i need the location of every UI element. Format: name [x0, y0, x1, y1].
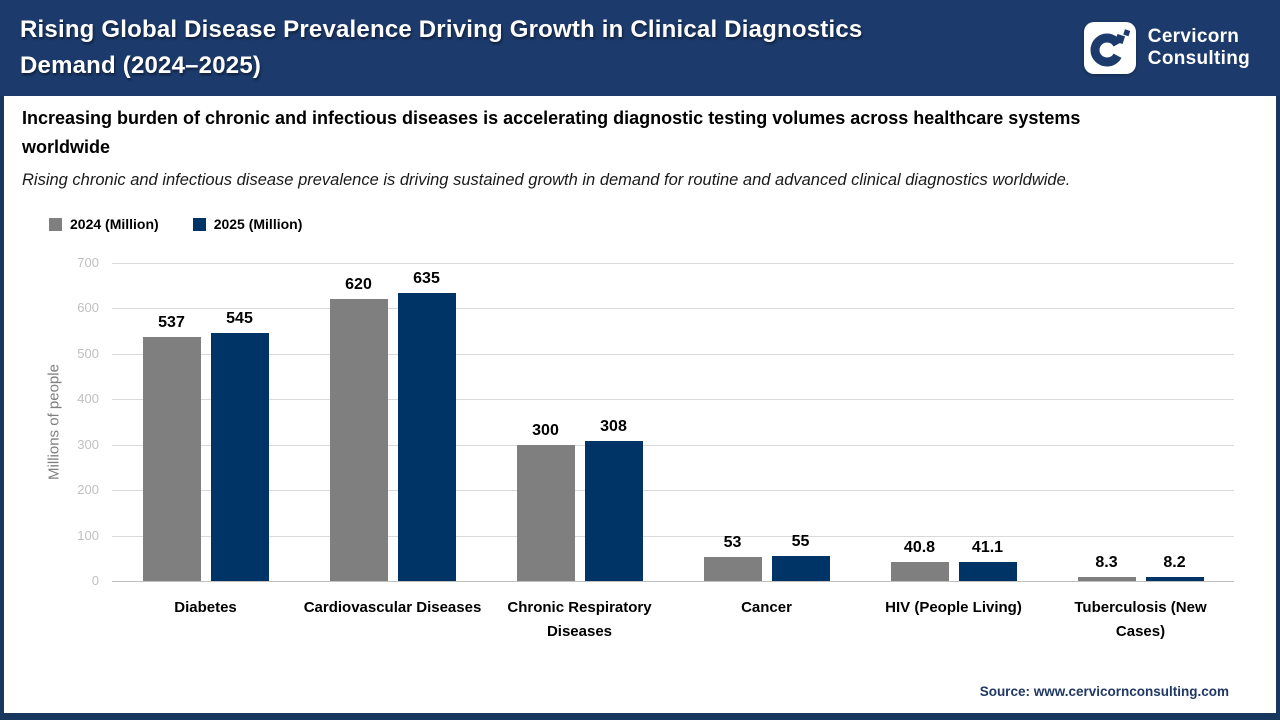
legend-label: 2024 (Million) [70, 216, 159, 232]
category-label-diabetes: Diabetes [174, 599, 237, 616]
bar-group-cardiovascular-diseases: 620 635 [299, 263, 486, 581]
y-tick-label-700: 700 [77, 255, 99, 270]
company-name: Cervicorn Consulting [1148, 26, 1250, 70]
bar-value-label: 40.8 [903, 539, 936, 557]
bar-value-label: 620 [345, 276, 372, 294]
category-label-hiv-people-living: HIV (People Living) [885, 599, 1022, 616]
bar-value-label: 8.3 [1095, 554, 1118, 572]
company-logo: Cervicorn Consulting [1083, 22, 1250, 74]
bar-group-chronic-respiratory-diseases: 300 308 [486, 263, 673, 581]
headline-line1: Increasing burden of chronic and infecti… [22, 108, 1081, 128]
company-name-line1: Cervicorn [1147, 26, 1240, 47]
gridline-200 [112, 490, 1234, 492]
bar-2024-chronic-respiratory-diseases: 300 [516, 422, 575, 581]
bar-2024-hiv-people-living: 40.8 [890, 539, 949, 581]
bar-2024-tuberculosis-new-cases: 8.3 [1077, 554, 1136, 581]
category-label-cancer: Cancer [741, 599, 792, 616]
tagline: Rising chronic and infectious disease pr… [22, 171, 1071, 189]
headline-line2: worldwide [22, 137, 111, 157]
y-tick-label-300: 300 [77, 436, 99, 452]
bar-2025-cancer: 55 [771, 533, 830, 581]
y-tick-label-600: 600 [77, 300, 99, 316]
bar-value-label: 300 [532, 421, 559, 439]
page-title-line1: Rising Global Disease Prevalence Driving… [20, 16, 863, 43]
category-label-chronic-respiratory-diseases: Chronic Respiratory Diseases [507, 599, 652, 640]
source-attribution: Source: www.cervicornconsulting.com [979, 684, 1229, 699]
category-label-tuberculosis-new-cases: Tuberculosis (New Cases) [1074, 599, 1207, 640]
bar-2025-chronic-respiratory-diseases: 308 [584, 418, 643, 581]
gridline-400 [112, 399, 1234, 401]
bar-value-label: 537 [158, 314, 185, 332]
gridline-700 [112, 263, 1234, 264]
y-tick-label-500: 500 [77, 345, 99, 361]
y-axis-title: Millions of people [45, 364, 63, 480]
legend-label: 2025 (Million) [213, 216, 303, 232]
page-title: Rising Global Disease Prevalence Driving… [20, 12, 862, 84]
bar-2024-cardiovascular-diseases: 620 [329, 276, 388, 581]
gridline-600 [112, 308, 1234, 310]
y-tick-label-100: 100 [77, 527, 99, 543]
bar-2025-hiv-people-living: 41.1 [958, 539, 1017, 581]
gridline-300 [112, 444, 1234, 446]
y-tick-label-0: 0 [91, 573, 99, 588]
bar-value-label: 545 [226, 310, 253, 328]
bar-group-cancer: 53 55 [673, 263, 860, 581]
bar-value-label: 8.2 [1163, 554, 1186, 572]
bar-group-hiv-people-living: 40.8 41.1 [860, 263, 1047, 581]
page-title-line2: Demand (2024–2025) [20, 52, 262, 79]
y-tick-label-400: 400 [77, 391, 99, 407]
legend-item-2025: 2025 (Million) [192, 216, 303, 232]
header-band: Rising Global Disease Prevalence Driving… [0, 0, 1280, 96]
headline: Increasing burden of chronic and infecti… [22, 104, 1262, 162]
legend-item-2024: 2024 (Million) [49, 216, 159, 232]
bar-2024-cancer: 53 [703, 534, 762, 581]
bar-value-label: 55 [791, 533, 810, 551]
gridline-0 [112, 581, 1234, 582]
bar-value-label: 41.1 [971, 539, 1004, 557]
bar-value-label: 53 [723, 533, 742, 551]
category-label-cardiovascular-diseases: Cardiovascular Diseases [303, 599, 482, 616]
bar-2025-tuberculosis-new-cases: 8.2 [1145, 554, 1204, 581]
bar-2024-diabetes: 537 [142, 314, 201, 581]
bar-2025-diabetes: 545 [210, 310, 269, 581]
bar-chart: Millions of people 0 100 200 300 400 500 600 70… [4, 0, 1276, 720]
bar-group-tuberculosis-new-cases: 8.3 8.2 [1047, 263, 1234, 581]
legend-swatch-icon [192, 217, 206, 231]
company-name-line2: Consulting [1147, 48, 1250, 69]
bar-value-label: 635 [413, 269, 440, 287]
gridline-100 [112, 535, 1234, 537]
bar-2025-cardiovascular-diseases: 635 [397, 270, 456, 581]
y-tick-label-200: 200 [77, 482, 99, 498]
bar-value-label: 308 [600, 418, 627, 436]
cervicorn-logo-icon [1083, 22, 1136, 74]
bottom-border-bar [0, 713, 1280, 720]
bar-group-diabetes: 537 545 [112, 263, 299, 581]
legend-swatch-icon [49, 217, 62, 231]
chart-legend: 2024 (Million) 2025 (Million) [49, 216, 302, 232]
gridline-500 [112, 353, 1234, 355]
